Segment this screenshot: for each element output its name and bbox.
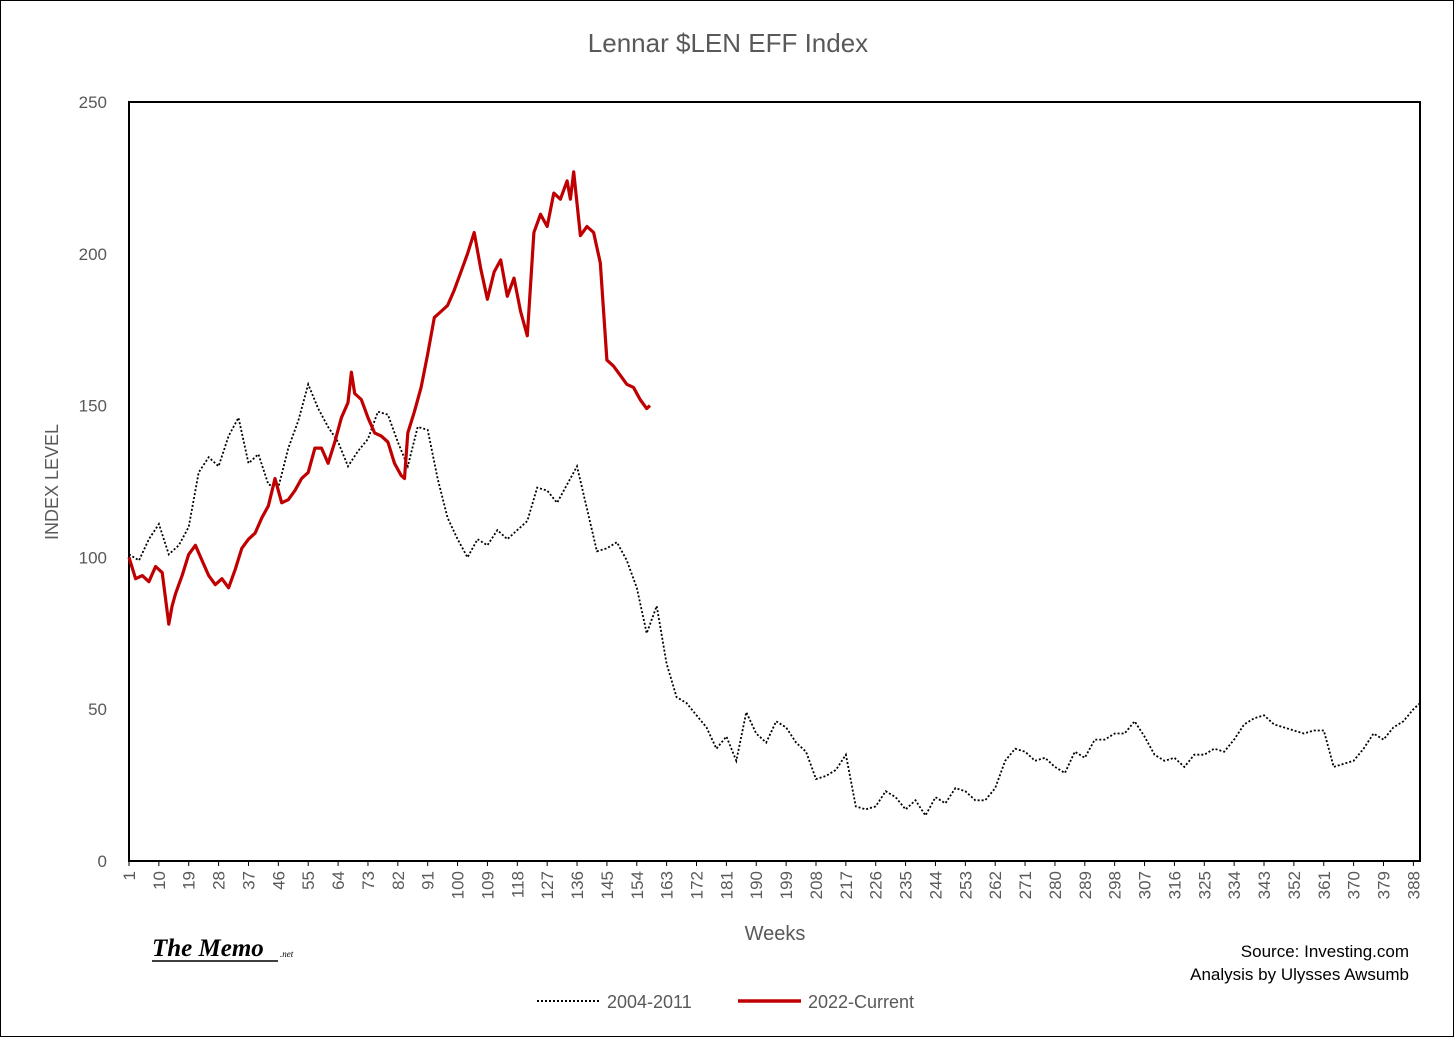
x-tick-label: 280 xyxy=(1046,871,1065,899)
x-tick-label: 37 xyxy=(239,871,258,890)
y-tick-label: 150 xyxy=(79,397,107,416)
x-tick-label: 19 xyxy=(180,871,199,890)
x-tick-label: 361 xyxy=(1315,871,1334,899)
x-tick-label: 289 xyxy=(1076,871,1095,899)
x-tick-label: 379 xyxy=(1374,871,1393,899)
x-tick-label: 163 xyxy=(658,871,677,899)
x-tick-label: 10 xyxy=(150,871,169,890)
series-layer xyxy=(127,170,1421,818)
x-tick-label: 100 xyxy=(449,871,468,899)
x-tick-label: 235 xyxy=(897,871,916,899)
x-tick-label: 73 xyxy=(359,871,378,890)
x-tick-label: 127 xyxy=(538,871,557,899)
x-tick-label: 325 xyxy=(1195,871,1214,899)
x-tick-label: 298 xyxy=(1106,871,1125,899)
x-tick-label: 226 xyxy=(867,871,886,899)
x-tick-label: 154 xyxy=(628,871,647,899)
x-tick-label: 91 xyxy=(419,871,438,890)
x-axis: 1 10 19 28 37 46 55 64 73 82 91 100 109 118 127 136 145 1… xyxy=(120,861,1423,899)
x-tick-label: 271 xyxy=(1016,871,1035,899)
source-note: Source: Investing.com xyxy=(1241,942,1409,961)
x-tick-label: 388 xyxy=(1404,871,1423,899)
legend-label-2022-current: 2022-Current xyxy=(808,992,914,1012)
x-tick-label: 145 xyxy=(598,871,617,899)
x-tick-label: 55 xyxy=(299,871,318,890)
legend: 2004-2011 2022-Current xyxy=(537,992,914,1012)
x-tick-label: 343 xyxy=(1255,871,1274,899)
x-tick-label: 370 xyxy=(1345,871,1364,899)
series-line-2022-current xyxy=(127,170,652,626)
x-tick-label: 1 xyxy=(120,871,139,880)
x-tick-label: 244 xyxy=(926,871,945,899)
y-tick-label: 100 xyxy=(79,548,107,567)
x-tick-label: 262 xyxy=(986,871,1005,899)
x-tick-label: 28 xyxy=(210,871,229,890)
brand-suffix: .net xyxy=(280,949,294,959)
x-tick-label: 307 xyxy=(1136,871,1155,899)
x-tick-label: 118 xyxy=(508,871,527,898)
x-axis-label: Weeks xyxy=(745,923,806,945)
x-tick-label: 334 xyxy=(1225,871,1244,899)
chart-title: Lennar $LEN EFF Index xyxy=(588,28,868,58)
x-tick-label: 217 xyxy=(837,871,856,899)
series-line-2004-2011 xyxy=(128,381,1421,818)
y-tick-label: 0 xyxy=(98,852,107,871)
x-tick-label: 46 xyxy=(269,871,288,890)
y-tick-label: 250 xyxy=(79,93,107,112)
brand-logo: The Memo .net xyxy=(152,935,294,962)
x-tick-label: 172 xyxy=(688,871,707,899)
y-tick-label: 50 xyxy=(88,700,107,719)
x-tick-label: 136 xyxy=(568,871,587,899)
x-tick-label: 181 xyxy=(717,871,736,899)
x-tick-label: 199 xyxy=(777,871,796,899)
x-tick-label: 64 xyxy=(329,871,348,890)
legend-label-2004-2011: 2004-2011 xyxy=(607,992,692,1012)
plot-area xyxy=(128,101,1421,862)
x-tick-label: 109 xyxy=(478,871,497,899)
x-tick-label: 82 xyxy=(389,871,408,890)
x-tick-label: 253 xyxy=(956,871,975,899)
y-tick-label: 200 xyxy=(79,245,107,264)
x-tick-label: 190 xyxy=(747,871,766,899)
brand-name: The Memo xyxy=(152,935,264,962)
x-tick-label: 208 xyxy=(807,871,826,899)
x-tick-label: 316 xyxy=(1165,871,1184,899)
y-axis: 0 50 100 150 200 250 xyxy=(79,93,107,871)
x-tick-label: 352 xyxy=(1285,871,1304,899)
analysis-note: Analysis by Ulysses Awsumb xyxy=(1190,965,1409,984)
y-axis-label: INDEX LEVEL xyxy=(42,424,62,540)
